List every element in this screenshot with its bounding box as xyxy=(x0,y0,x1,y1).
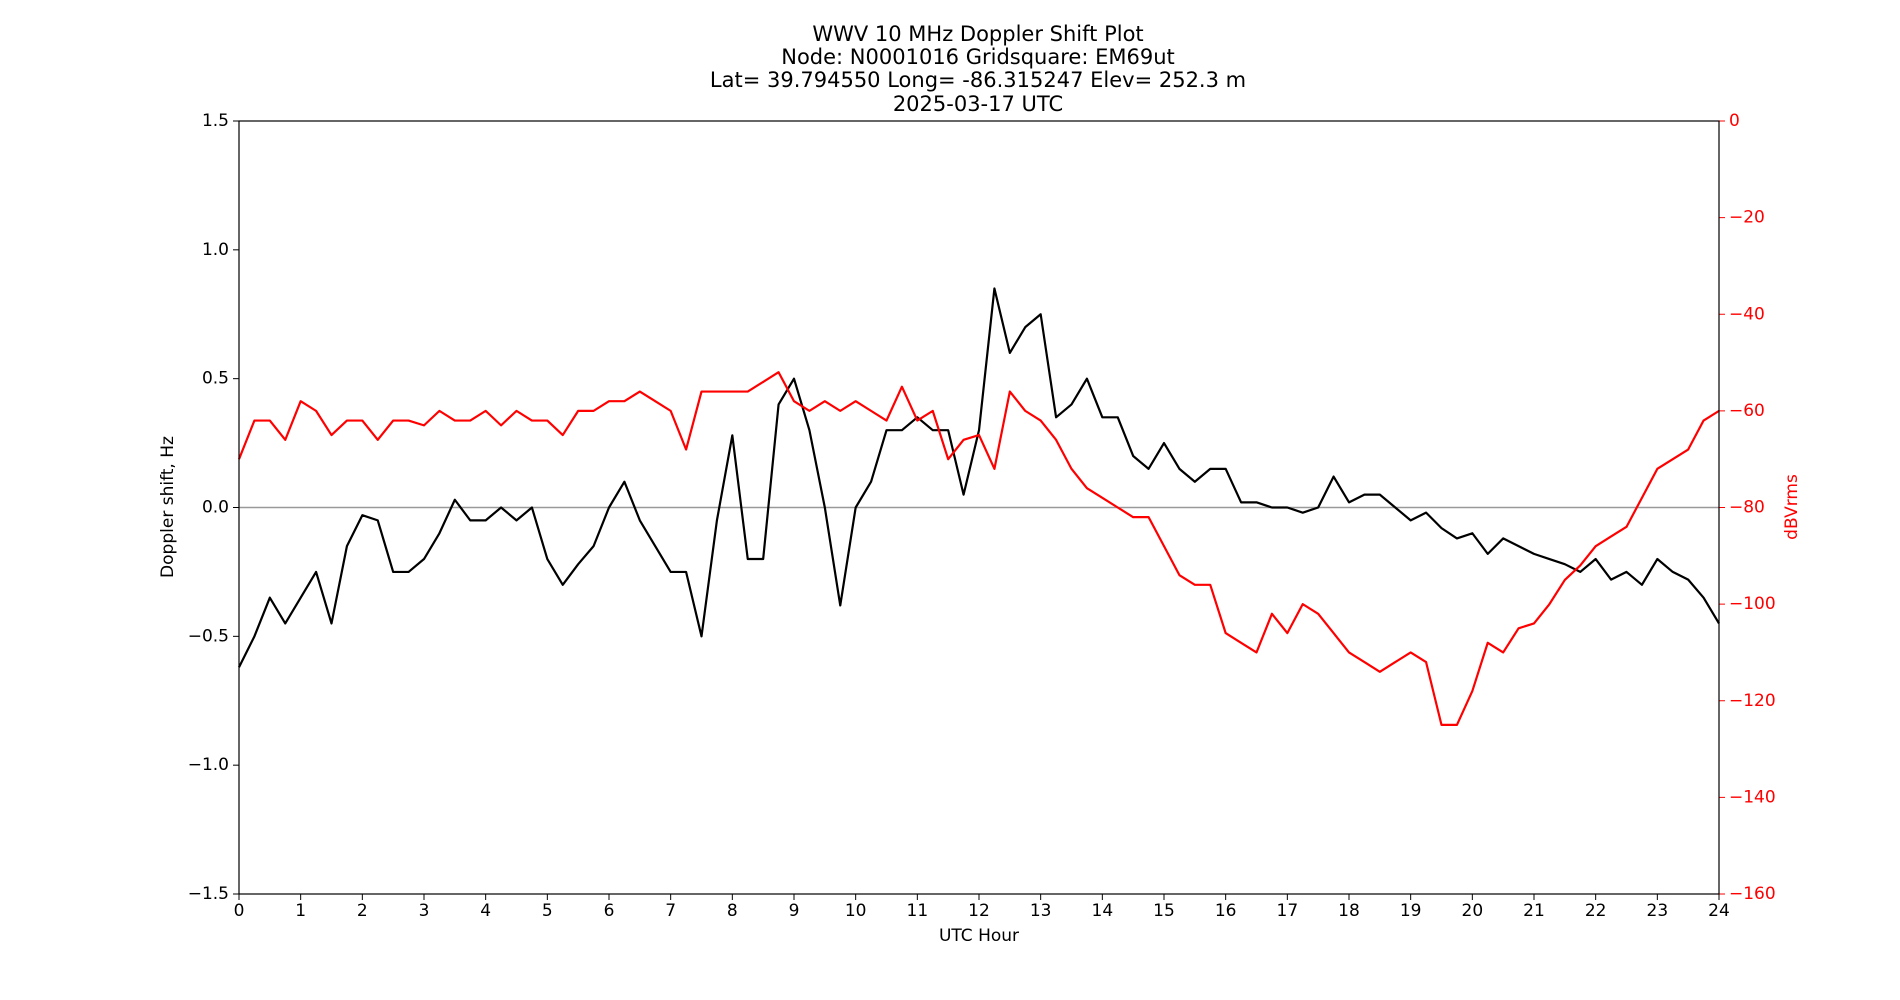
y-axis-label: Doppler shift, Hz xyxy=(158,436,178,578)
y-tick-label: −0.5 xyxy=(188,626,229,646)
x-tick-label: 0 xyxy=(234,901,245,921)
y2-tick-label: −160 xyxy=(1729,884,1776,904)
x-tick-label: 10 xyxy=(845,901,867,921)
x-tick-label: 19 xyxy=(1400,901,1422,921)
x-tick-label: 17 xyxy=(1277,901,1299,921)
series-line xyxy=(238,287,1720,668)
x-tick-label: 4 xyxy=(480,901,491,921)
chart-subtitle: Lat= 39.794550 Long= -86.315247 Elev= 25… xyxy=(710,68,1246,92)
y-tick-label: −1.0 xyxy=(188,755,229,775)
x-tick-label: 13 xyxy=(1030,901,1052,921)
y2-tick-label: −120 xyxy=(1729,691,1776,711)
y2-tick-label: −100 xyxy=(1729,594,1776,614)
x-tick-label: 1 xyxy=(295,901,306,921)
x-tick-label: 2 xyxy=(357,901,368,921)
y-tick-label: 1.5 xyxy=(202,111,229,131)
x-tick-label: 11 xyxy=(907,901,929,921)
series-line xyxy=(237,371,1720,727)
x-tick-label: 16 xyxy=(1215,901,1237,921)
y2-axis-label: dBVrms xyxy=(1782,474,1802,540)
x-tick-label: 7 xyxy=(665,901,676,921)
y-tick-label: 1.0 xyxy=(202,240,229,260)
x-tick-label: 23 xyxy=(1647,901,1669,921)
y2-tick-label: −140 xyxy=(1729,787,1776,807)
chart-subtitle: Node: N0001016 Gridsquare: EM69ut xyxy=(781,45,1174,69)
y2-tick-label: −20 xyxy=(1729,208,1765,228)
x-tick-label: 9 xyxy=(789,901,800,921)
chart-subtitle: 2025-03-17 UTC xyxy=(893,92,1063,116)
x-tick-label: 24 xyxy=(1708,901,1730,921)
x-tick-label: 12 xyxy=(968,901,990,921)
x-tick-label: 6 xyxy=(604,901,615,921)
y2-tick-label: −60 xyxy=(1729,401,1765,421)
x-tick-label: 8 xyxy=(727,901,738,921)
chart-title: WWV 10 MHz Doppler Shift Plot xyxy=(812,22,1143,46)
y-tick-label: −1.5 xyxy=(188,884,229,904)
y-tick-label: 0.5 xyxy=(202,369,229,389)
x-tick-label: 15 xyxy=(1153,901,1175,921)
y2-tick-label: −40 xyxy=(1729,304,1765,324)
x-tick-label: 22 xyxy=(1585,901,1607,921)
x-tick-label: 5 xyxy=(542,901,553,921)
x-axis-label: UTC Hour xyxy=(939,926,1019,946)
x-tick-label: 18 xyxy=(1338,901,1360,921)
x-tick-label: 20 xyxy=(1462,901,1484,921)
x-tick-label: 3 xyxy=(419,901,430,921)
plot-frame xyxy=(238,120,1720,895)
y-tick-label: 0.0 xyxy=(202,498,229,518)
y2-tick-label: 0 xyxy=(1729,111,1740,131)
x-tick-label: 21 xyxy=(1523,901,1545,921)
y2-tick-label: −80 xyxy=(1729,498,1765,518)
x-tick-label: 14 xyxy=(1092,901,1114,921)
